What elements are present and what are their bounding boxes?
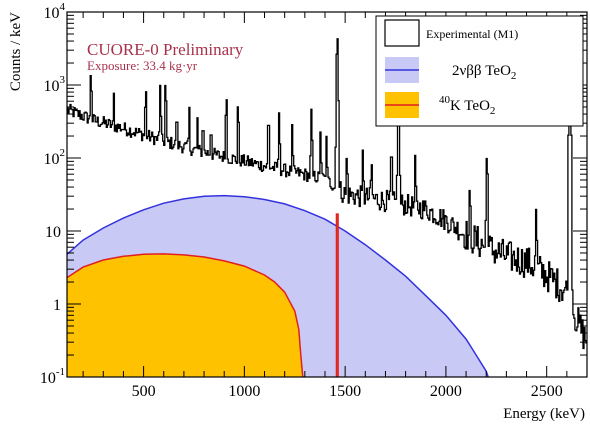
x-axis-title: Energy (keV) [503, 406, 585, 422]
x-tick-label: 1500 [329, 383, 361, 400]
y-tick-label: 1 [53, 297, 61, 314]
x-tick-label: 2500 [531, 383, 563, 400]
y-axis-title: Counts / keV [8, 12, 24, 91]
series-40k-gamma-peak [335, 213, 339, 377]
x-tick-label: 1000 [228, 383, 260, 400]
series-40k-line [67, 253, 304, 377]
plot-frame [66, 11, 588, 378]
y-tick-label: 104 [44, 1, 66, 22]
legend-swatch-experimental [384, 19, 420, 47]
legend-label-2vbb: 2νββ TeO2 [452, 63, 516, 82]
x-tick-label: 500 [132, 383, 156, 400]
y-tick-label: 103 [44, 74, 66, 95]
series-2vbb-line [67, 194, 489, 377]
y-tick-label: 10-1 [40, 366, 65, 387]
legend-label-40k: 40K TeO2 [439, 94, 495, 117]
legend: Experimental (M1) 2νββ TeO2 40K TeO2 [375, 15, 584, 127]
y-tick-label: 10 [45, 224, 61, 241]
series-experimental-line [67, 38, 587, 350]
annotation-title: CUORE-0 Preliminary [87, 40, 244, 59]
x-tick-label: 2000 [430, 383, 462, 400]
legend-label-experimental: Experimental (M1) [426, 27, 518, 41]
annotation-exposure: Exposure: 33.4 kg·yr [87, 58, 198, 73]
y-tick-label: 102 [44, 147, 66, 168]
series-40k-area [67, 253, 303, 377]
